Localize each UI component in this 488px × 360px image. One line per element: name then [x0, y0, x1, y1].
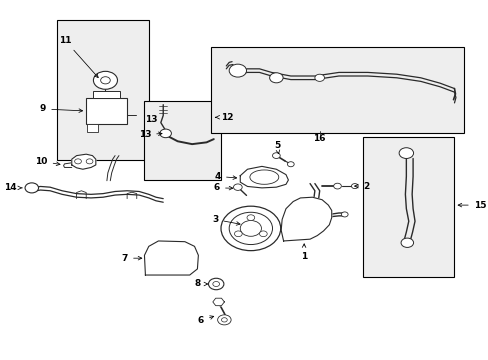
Circle shape: [229, 212, 272, 244]
Circle shape: [233, 184, 242, 190]
Bar: [143, 101, 221, 180]
Bar: [93, 91, 120, 98]
Circle shape: [101, 77, 110, 84]
Text: 11: 11: [59, 36, 98, 78]
Text: 14: 14: [4, 183, 22, 192]
Text: 4: 4: [214, 172, 236, 181]
Circle shape: [234, 231, 242, 237]
Text: 10: 10: [35, 157, 60, 166]
Circle shape: [221, 318, 227, 322]
Bar: [57, 21, 148, 160]
Bar: [87, 125, 98, 132]
Text: 15: 15: [457, 201, 485, 210]
Circle shape: [269, 73, 283, 83]
Circle shape: [259, 231, 266, 237]
Circle shape: [212, 282, 219, 287]
Circle shape: [217, 315, 231, 325]
Circle shape: [208, 278, 224, 290]
Text: 8: 8: [194, 279, 207, 288]
Text: 13: 13: [139, 130, 162, 139]
Text: 6: 6: [213, 183, 232, 192]
Polygon shape: [240, 166, 288, 188]
Circle shape: [86, 159, 93, 164]
Circle shape: [400, 238, 413, 247]
Circle shape: [287, 162, 294, 167]
Circle shape: [351, 184, 358, 189]
Circle shape: [93, 71, 117, 89]
Text: 16: 16: [313, 134, 325, 143]
Circle shape: [398, 148, 413, 158]
Text: 13: 13: [144, 114, 157, 123]
Bar: [362, 137, 453, 277]
Text: 12: 12: [215, 113, 233, 122]
Bar: [86, 98, 127, 125]
Text: 9: 9: [40, 104, 82, 113]
Circle shape: [229, 64, 246, 77]
Polygon shape: [144, 241, 198, 275]
Text: 2: 2: [354, 181, 368, 190]
Polygon shape: [212, 298, 224, 306]
Text: 6: 6: [198, 316, 213, 325]
Circle shape: [75, 159, 81, 164]
Text: 5: 5: [273, 141, 280, 154]
Circle shape: [272, 153, 280, 158]
Text: 7: 7: [122, 254, 142, 263]
Circle shape: [25, 183, 39, 193]
Circle shape: [341, 212, 347, 217]
Polygon shape: [72, 154, 96, 169]
Bar: [211, 47, 463, 134]
Text: 3: 3: [212, 215, 240, 225]
Circle shape: [160, 129, 171, 138]
Circle shape: [333, 183, 341, 189]
Text: 1: 1: [300, 244, 306, 261]
Circle shape: [240, 221, 261, 236]
Circle shape: [221, 206, 280, 251]
Circle shape: [246, 215, 254, 221]
Polygon shape: [281, 197, 331, 241]
Circle shape: [314, 74, 324, 81]
